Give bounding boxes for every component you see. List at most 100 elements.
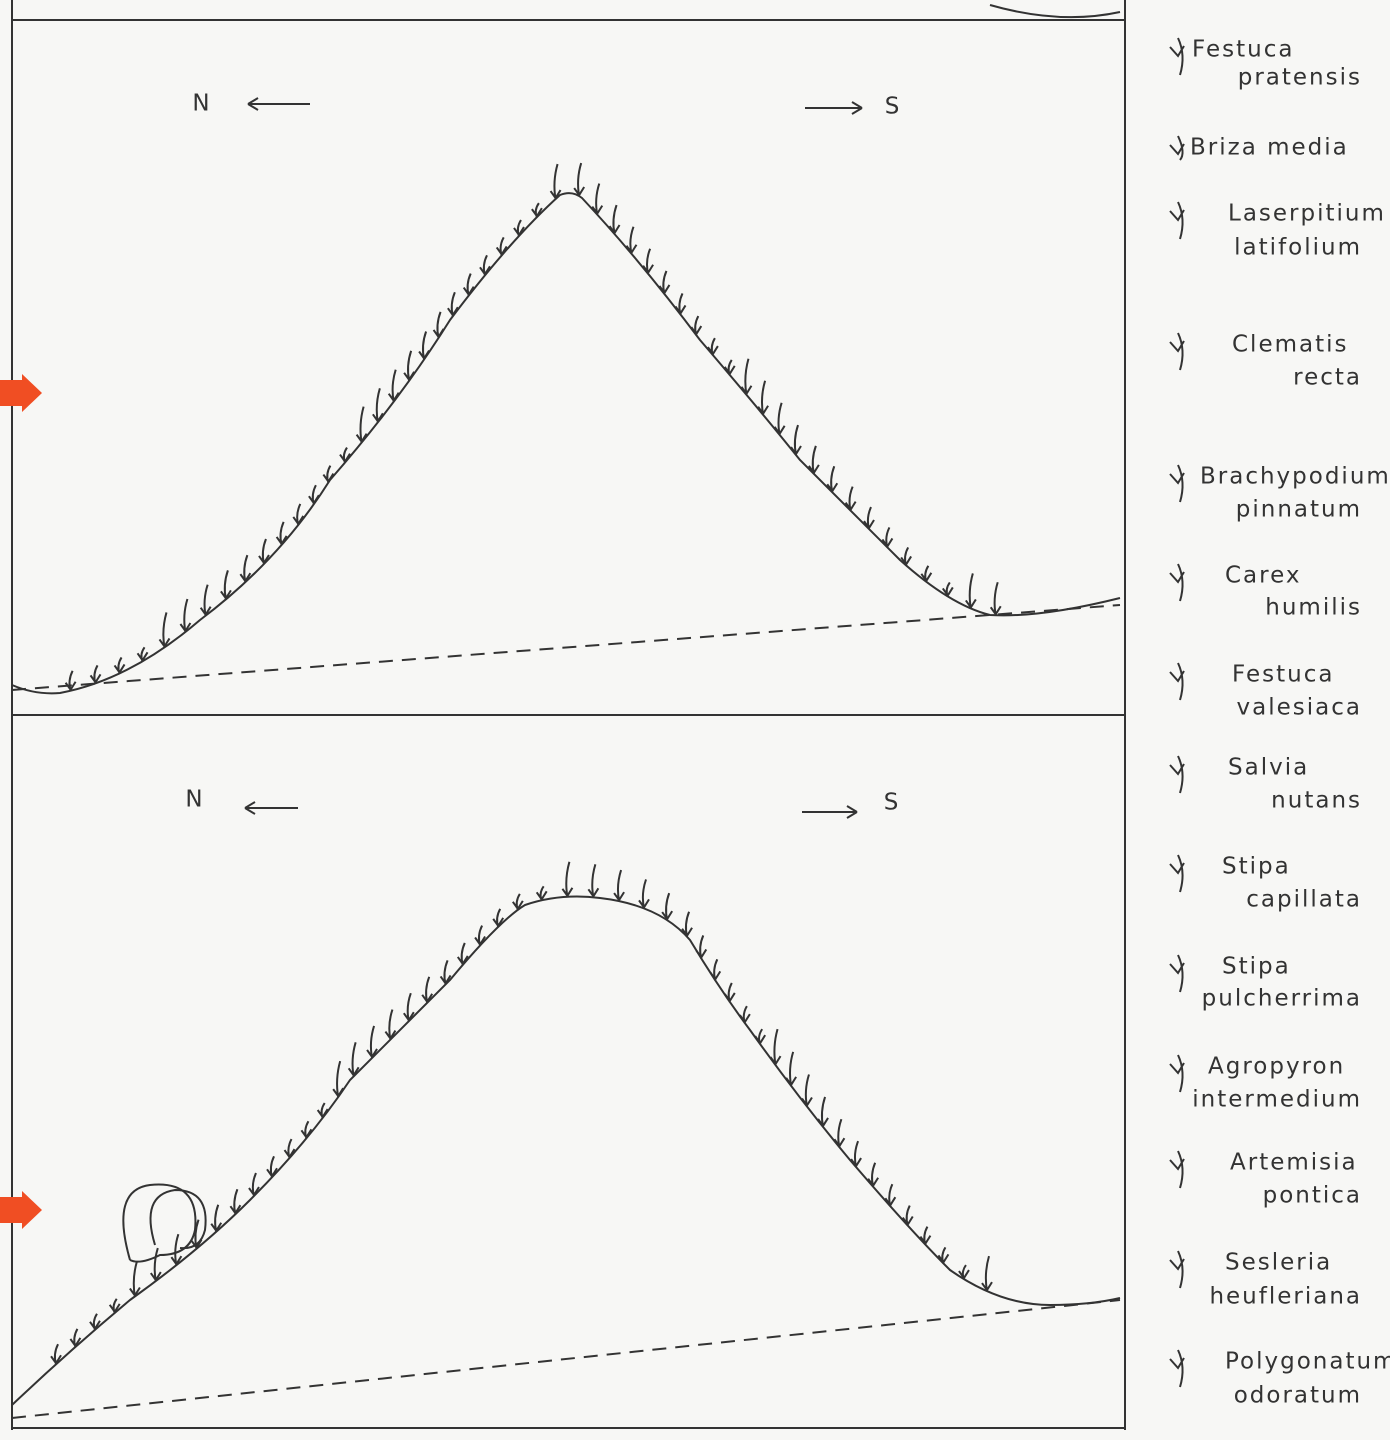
plant-symbol: [332, 1060, 345, 1098]
legend-label: capillata: [1246, 887, 1362, 913]
plant-symbol: [707, 337, 719, 356]
plant-symbol: [658, 270, 671, 295]
plant-symbol: [89, 1313, 101, 1331]
legend-label: Stipa: [1222, 854, 1291, 880]
plant-symbol: [608, 204, 621, 235]
legend-label: Sesleria: [1225, 1250, 1332, 1276]
arrow-south: [805, 101, 863, 115]
south-label: S: [884, 790, 901, 816]
plant-symbol: [129, 1261, 141, 1298]
legend-symbol: [1169, 201, 1185, 240]
legend-symbol: [1169, 135, 1185, 161]
plant-symbol: [965, 573, 977, 610]
plant-symbol: [432, 311, 445, 339]
plant-symbol: [561, 861, 574, 898]
plant-symbol: [709, 958, 722, 982]
legend-label: Salvia: [1228, 755, 1309, 781]
plant-symbol: [158, 612, 171, 649]
plant-symbol: [850, 1140, 862, 1168]
plant-symbol: [136, 646, 149, 663]
plant-symbol: [384, 1009, 397, 1041]
plant-symbol: [149, 1247, 162, 1282]
plant-symbol: [549, 163, 562, 200]
legend-label: Stipa: [1222, 954, 1291, 980]
legend-label: Festuca: [1232, 662, 1334, 688]
plant-symbol: [248, 1172, 260, 1197]
legend-symbol: [1169, 1150, 1185, 1189]
legend-label: nutans: [1271, 788, 1362, 814]
plant-symbol: [347, 1042, 360, 1078]
plant-symbol: [462, 273, 475, 297]
legend-label: pratensis: [1238, 65, 1362, 91]
plant-symbol: [587, 863, 600, 899]
plant-symbol: [900, 546, 912, 567]
plant-symbol: [239, 554, 252, 583]
plant-symbol: [690, 315, 703, 336]
plant-symbol: [403, 992, 415, 1022]
legend-label: Artemisia: [1230, 1150, 1358, 1176]
plant-symbol: [300, 1120, 313, 1140]
plant-symbol: [769, 1028, 782, 1066]
plant-symbol: [884, 1183, 897, 1208]
plant-symbol: [863, 506, 875, 530]
plant-symbol: [757, 380, 769, 416]
plant-symbol: [674, 292, 687, 316]
plant-symbol: [456, 942, 469, 966]
plant-symbol: [220, 570, 232, 601]
plant-symbol: [785, 1051, 797, 1087]
north-label: N: [185, 787, 204, 813]
plant-symbol: [573, 162, 586, 197]
plant-symbol: [801, 1074, 813, 1108]
plant-symbol: [808, 445, 820, 475]
legend-label: intermedium: [1192, 1087, 1362, 1113]
plant-symbol: [418, 331, 430, 361]
plant-symbol: [591, 183, 604, 216]
edge-curve: [989, 4, 1121, 19]
legend-symbol: [1169, 37, 1185, 76]
shrub: [122, 1183, 197, 1263]
arrow-north: [247, 97, 310, 111]
plant-symbol: [512, 893, 524, 911]
plant-symbol: [513, 219, 525, 237]
shrub: [149, 1188, 207, 1250]
baseline: [11, 1299, 1121, 1419]
plant-symbol: [308, 484, 320, 505]
legend-label: Clematis: [1232, 332, 1349, 358]
plant-symbol: [292, 503, 305, 526]
plant-symbol: [64, 670, 77, 692]
plant-symbol: [372, 388, 384, 424]
legend-symbol: [1169, 1250, 1185, 1289]
legend-label: Briza media: [1190, 135, 1349, 161]
legend-symbol: [1169, 1054, 1185, 1093]
plant-symbols: [50, 37, 1185, 1388]
legend-symbol: [1169, 332, 1185, 371]
legend-label: Agropyron: [1208, 1054, 1345, 1080]
legend-label: Laserpitium: [1228, 201, 1386, 227]
plant-symbol: [826, 465, 839, 494]
plant-symbol: [739, 1005, 751, 1024]
plant-symbol: [495, 236, 508, 257]
plant-symbol: [989, 581, 1002, 617]
plant-symbol: [941, 581, 954, 598]
plant-symbol: [492, 908, 505, 928]
plant-symbol: [844, 486, 857, 512]
legend-label: valesiaca: [1237, 695, 1362, 721]
arrow-north: [244, 801, 298, 815]
baseline: [11, 604, 1121, 691]
legend-label: Festuca: [1192, 37, 1294, 63]
plant-symbol: [266, 1155, 278, 1179]
marker-arrow: [0, 374, 42, 412]
arrow-south: [802, 805, 858, 819]
plant-symbol: [179, 598, 192, 633]
plant-symbol: [355, 406, 368, 444]
plant-symbol: [754, 1028, 767, 1045]
plant-symbol: [108, 1298, 121, 1314]
legend-label: humilis: [1265, 595, 1362, 621]
legend-symbol: [1169, 854, 1185, 893]
plant-symbol: [69, 1328, 82, 1348]
plant-symbol: [740, 358, 753, 396]
plant-symbol: [681, 911, 693, 938]
plant-symbol: [89, 664, 102, 685]
plant-symbol: [339, 447, 351, 464]
